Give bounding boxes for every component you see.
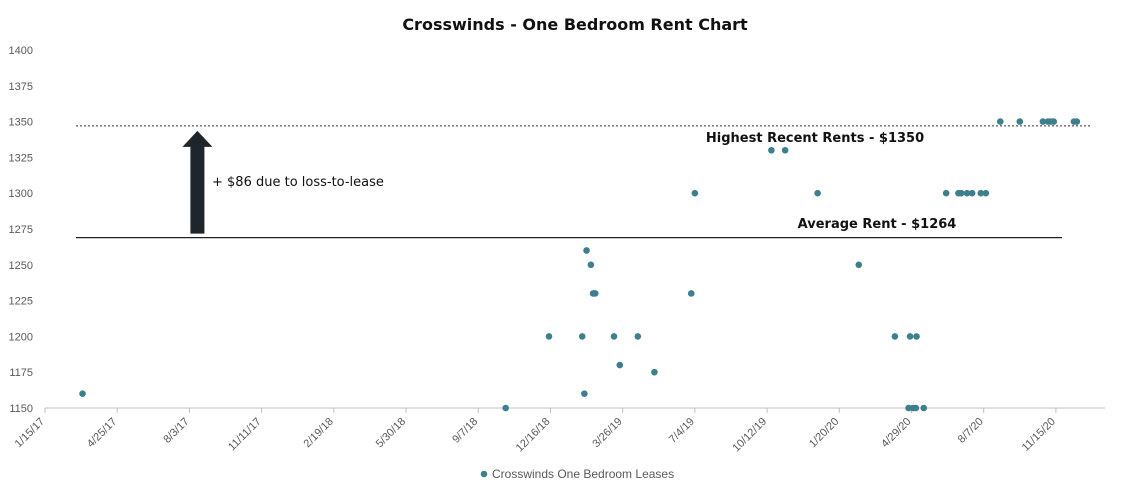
x-tick-label: 8/3/17 <box>161 416 191 446</box>
y-tick-label: 1200 <box>9 331 33 343</box>
y-tick-label: 1175 <box>9 367 33 379</box>
y-tick-label: 1375 <box>9 81 33 93</box>
data-point <box>1050 118 1058 125</box>
y-tick-label: 1275 <box>9 224 33 236</box>
x-tick-label: 11/11/17 <box>226 416 264 454</box>
data-point <box>545 333 553 340</box>
chart-title: Crosswinds - One Bedroom Rent Chart <box>402 15 748 34</box>
loss-to-lease-label: + $86 due to loss-to-lease <box>212 175 384 190</box>
up-arrow-icon <box>182 130 213 234</box>
data-point <box>610 333 618 340</box>
data-points <box>79 118 1081 412</box>
highest-rent-label: Highest Recent Rents - $1350 <box>706 131 924 146</box>
data-point <box>79 390 86 397</box>
data-point <box>591 290 599 297</box>
data-point <box>634 333 642 340</box>
y-tick-label: 1250 <box>9 260 33 272</box>
y-tick-label: 1225 <box>9 296 33 308</box>
data-point <box>581 390 588 397</box>
y-tick-label: 1350 <box>9 117 33 129</box>
data-point <box>913 333 920 340</box>
data-point <box>996 118 1004 125</box>
y-tick-label: 1325 <box>9 152 33 164</box>
y-axis: 1150 1175 1200 1225 1250 1275 1300 1325 1350 1375… <box>9 45 33 415</box>
y-tick-label: 1150 <box>9 403 33 415</box>
y-tick-label: 1300 <box>9 188 33 200</box>
x-tick-label: 11/15/20 <box>1020 416 1058 454</box>
data-point <box>906 333 914 340</box>
data-point <box>651 368 658 376</box>
data-point <box>616 361 624 369</box>
x-tick-label: 4/29/20 <box>879 416 913 450</box>
x-tick-label: 7/4/19 <box>667 416 697 446</box>
loss-to-lease-arrow: + $86 due to loss-to-lease <box>182 130 384 234</box>
x-tick-label: 3/26/19 <box>590 416 624 450</box>
data-point <box>912 404 920 412</box>
legend-marker <box>480 470 488 478</box>
data-point <box>583 247 590 254</box>
data-point <box>502 404 509 412</box>
data-point <box>963 189 971 197</box>
data-point <box>1073 118 1081 125</box>
data-point <box>1039 118 1047 125</box>
legend: Crosswinds One Bedroom Leases <box>480 467 674 481</box>
data-point <box>977 189 985 197</box>
data-point <box>982 189 990 197</box>
x-tick-label: 5/30/18 <box>374 416 408 450</box>
x-tick-label: 8/7/20 <box>956 416 986 446</box>
data-point <box>691 189 699 197</box>
x-tick-label: 4/25/17 <box>85 416 119 450</box>
reference-lines: Highest Recent Rents - $1350 Average Rent… <box>76 125 1090 239</box>
x-tick-label: 2/19/18 <box>302 416 336 450</box>
x-axis: 1/15/17 4/25/17 8/3/17 11/11/17 2/19/18 5/30/… <box>13 407 1105 455</box>
data-point <box>814 189 821 197</box>
data-point <box>920 404 928 412</box>
data-point <box>958 189 965 197</box>
data-point <box>768 146 775 154</box>
data-point <box>891 333 899 340</box>
data-point <box>855 261 863 269</box>
data-point <box>781 146 789 154</box>
x-tick-label: 9/7/18 <box>450 416 480 446</box>
average-rent-label: Average Rent - $1264 <box>798 217 957 232</box>
x-tick-label: 12/16/18 <box>514 416 553 455</box>
data-point <box>587 261 595 269</box>
data-point <box>1016 118 1024 125</box>
y-tick-label: 1400 <box>9 45 33 57</box>
data-point <box>968 189 976 197</box>
legend-label: Crosswinds One Bedroom Leases <box>492 467 674 481</box>
x-tick-label: 10/12/19 <box>730 416 769 455</box>
x-tick-label: 1/15/17 <box>13 416 47 450</box>
data-point <box>942 189 950 197</box>
x-tick-label: 1/20/20 <box>807 416 841 450</box>
data-point <box>578 333 586 340</box>
data-point <box>687 290 695 297</box>
